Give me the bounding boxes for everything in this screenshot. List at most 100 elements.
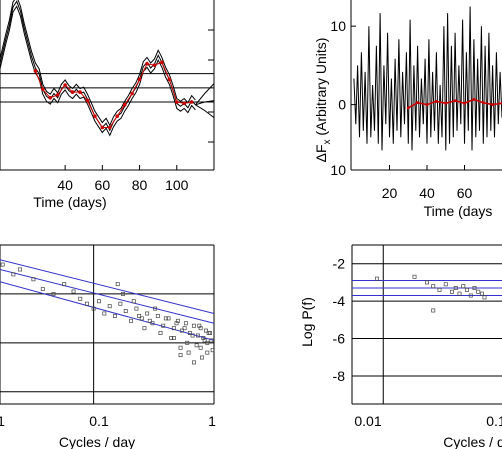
fit-point [152,63,157,67]
fit-line [0,259,215,314]
data-point [437,287,442,292]
data-point [412,274,417,279]
data-point [174,321,179,326]
data-point [147,318,152,323]
fit-point [100,125,105,130]
fit-point [115,114,120,118]
data-point [450,289,454,294]
fit-point [93,114,97,118]
data-point [178,353,183,358]
y-tick-label: 0 [338,97,346,113]
data-point [209,338,214,343]
data-point [468,293,473,298]
data-point [186,350,191,355]
data-point [145,311,150,316]
panel-bottom-right: -2 -4 -6 -8 Log P(f) 0.01 0.1 Cycles / d [299,244,502,449]
extrapolation-line [195,100,215,106]
data-point [476,289,481,294]
data-point [131,299,136,304]
data-point [196,333,200,338]
x-tick-label: 60 [95,177,111,193]
x-tick-label: 0.01 [354,413,381,429]
fit-point [453,99,457,103]
fit-point [137,77,142,82]
data-point [179,328,184,333]
data-point [205,350,210,355]
data-point [153,306,158,311]
fit-point [425,103,429,107]
data-point [482,295,487,300]
data-point [187,331,192,336]
y-axis-label: Log P(f) [299,297,315,347]
x-tick-label: 1 [0,413,5,429]
data-series-line [0,0,196,132]
data-point [191,360,196,365]
data-point [185,340,190,345]
x-tick-label: 0.1 [89,413,109,429]
data-point [205,340,210,345]
data-point [118,301,123,306]
data-point [115,282,120,287]
data-point [202,338,207,343]
fit-point [122,103,127,107]
x-tick-label: 0.1 [486,413,502,429]
data-point [457,291,462,296]
y-tick-label: 10 [330,18,346,34]
panel-bottom-left: 1 0.1 1 Cycles / day [0,244,216,449]
x-tick-label: 80 [132,177,148,193]
fit-series-line [34,61,192,128]
y-tick-label: -2 [333,256,346,272]
data-point [171,326,176,331]
data-point [62,282,67,287]
y-tick-label: 10 [330,162,346,178]
fit-line [0,281,215,341]
data-point [194,343,199,348]
data-point [425,280,429,285]
fit-point [406,106,410,110]
data-point [51,291,56,296]
fit-point [434,99,438,103]
data-point [123,309,128,313]
data-point [182,326,187,331]
fit-point [63,83,67,87]
fit-point [33,69,38,73]
data-point [166,316,171,321]
x-tick-label: 40 [419,185,435,201]
data-point [137,313,142,318]
fit-point [167,77,172,82]
data-point [155,313,160,318]
x-tick-label: 60 [457,185,473,201]
fit-point [463,101,466,105]
panel-top-left: 40 60 80 100 Time (days) [0,0,215,210]
data-point [461,284,466,289]
y-tick-label: -8 [333,368,346,384]
data-point [40,287,45,291]
data-point [183,321,188,326]
x-axis-label: Time (days) [33,194,106,210]
y-tick-label: -4 [333,293,346,309]
data-point [453,286,458,290]
data-point [31,277,36,282]
data-point [129,318,134,323]
data-point [78,296,83,301]
data-point [443,282,448,287]
fit-point [444,101,448,105]
panel-top-right: 10 0 10 20 40 60 ΔFx (Arbitrary Units) Time … [313,0,502,219]
data-point [472,286,477,290]
data-point [134,306,139,311]
data-point [11,272,16,277]
y-axis-label-subscript: x [322,140,333,145]
data-point [102,311,107,316]
fit-point [174,100,179,104]
fit-point [472,97,476,101]
data-point [91,306,96,311]
data-point [431,284,436,289]
fit-line [0,268,215,324]
x-axis-label: Cycles / d [443,434,502,449]
data-point [190,333,195,338]
data-point [18,267,23,272]
data-point [163,316,168,321]
fit-point [130,91,134,96]
data-point [142,326,147,331]
